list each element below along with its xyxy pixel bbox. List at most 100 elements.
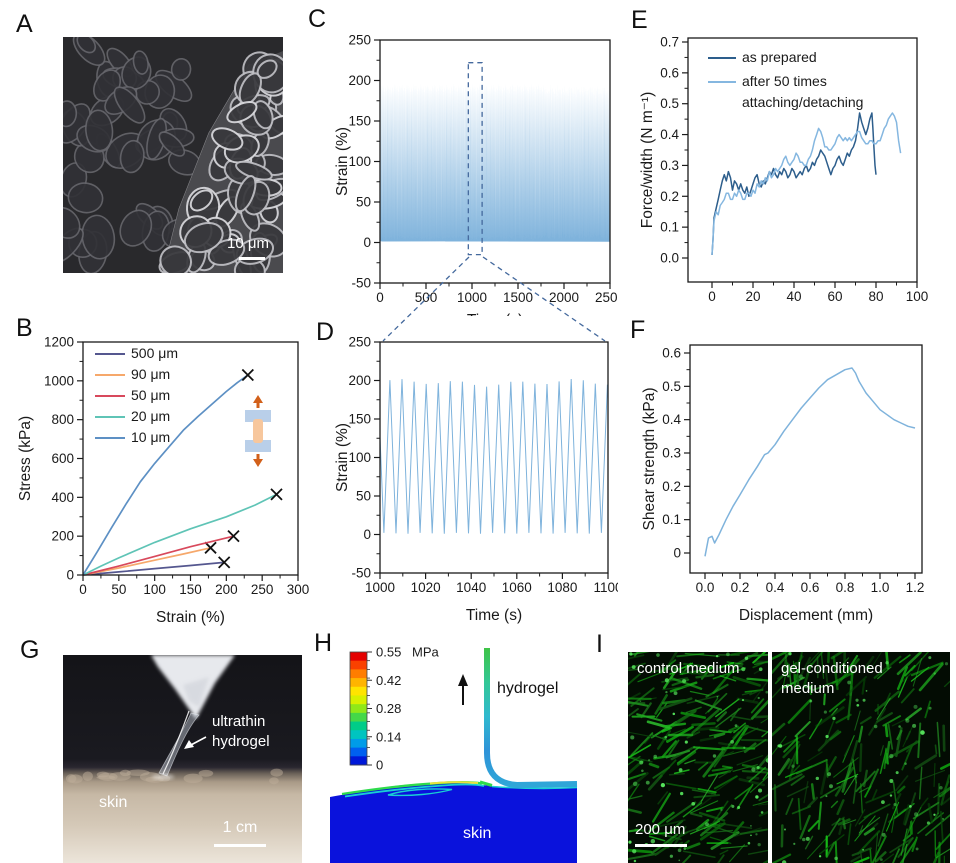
svg-text:150: 150: [348, 412, 371, 427]
svg-text:150: 150: [179, 582, 202, 597]
svg-text:20 μm: 20 μm: [131, 408, 170, 424]
svg-text:Time (s): Time (s): [467, 312, 523, 316]
svg-text:as prepared: as prepared: [742, 49, 817, 65]
svg-text:500: 500: [415, 290, 438, 305]
svg-text:20: 20: [745, 289, 760, 304]
svg-text:attaching/detaching: attaching/detaching: [742, 94, 863, 110]
svg-text:0.0: 0.0: [660, 251, 679, 266]
svg-text:200: 200: [348, 373, 371, 388]
svg-text:0.2: 0.2: [660, 189, 679, 204]
svg-text:0.1: 0.1: [660, 220, 679, 235]
panel-letter-g: G: [20, 636, 40, 664]
fracture-marker: [270, 488, 283, 501]
sem-image: [63, 37, 283, 273]
svg-text:0.55: 0.55: [376, 645, 401, 660]
svg-text:0.8: 0.8: [836, 580, 855, 595]
svg-text:1000: 1000: [365, 580, 395, 595]
photo-scale-bar-label: 1 cm: [222, 819, 258, 836]
panel-letter-c: C: [308, 5, 327, 33]
svg-text:Force/width (N m⁻¹): Force/width (N m⁻¹): [640, 92, 656, 229]
svg-text:Displacement (mm): Displacement (mm): [735, 309, 869, 310]
svg-text:0.6: 0.6: [662, 346, 681, 361]
svg-text:0: 0: [363, 527, 371, 542]
svg-text:0: 0: [673, 546, 681, 561]
svg-text:1500: 1500: [503, 290, 533, 305]
series-line: [82, 493, 277, 576]
series-line: [82, 535, 234, 576]
svg-text:Strain (%): Strain (%): [334, 127, 351, 196]
svg-text:0.4: 0.4: [662, 412, 681, 427]
svg-text:Strain (%): Strain (%): [334, 423, 351, 492]
svg-text:Displacement (mm): Displacement (mm): [739, 607, 873, 624]
svg-text:0: 0: [363, 235, 371, 250]
control-medium-label: control medium: [637, 660, 740, 677]
svg-text:0.42: 0.42: [376, 673, 401, 688]
strain-band: [380, 78, 610, 242]
svg-text:Stress (kPa): Stress (kPa): [17, 416, 34, 501]
svg-text:400: 400: [51, 490, 74, 505]
panel-letter-h: H: [314, 629, 333, 657]
svg-text:100: 100: [143, 582, 166, 597]
svg-text:0.6: 0.6: [801, 580, 820, 595]
svg-text:40: 40: [786, 289, 801, 304]
panel-letter-a: A: [16, 10, 33, 38]
svg-text:0.5: 0.5: [660, 96, 679, 111]
skin-label-photo: skin: [99, 794, 128, 811]
colorbar: 0.55 0.42 0.28 0.14 0 MPa: [349, 645, 440, 773]
chart-f-shear-strength: 0.0 0.2 0.4 0.6 0.8 1.0 1.2 0 0.1 0.2 0.3 0.4 0.5 0.6…: [641, 344, 925, 624]
photo-scale-bar: [214, 844, 266, 847]
svg-text:0.7: 0.7: [660, 35, 679, 50]
svg-text:0: 0: [79, 582, 87, 597]
skin-body: [330, 782, 577, 863]
hydrogel-label: hydrogel: [497, 680, 559, 697]
hydrogel-strip: [484, 648, 578, 789]
svg-text:1100: 1100: [593, 580, 618, 595]
legend: as prepared after 50 times attaching/detac…: [708, 49, 863, 110]
svg-text:50: 50: [356, 195, 371, 210]
svg-text:0.2: 0.2: [731, 580, 750, 595]
series-line: [711, 112, 902, 255]
svg-text:1040: 1040: [456, 580, 486, 595]
svg-text:0.4: 0.4: [660, 127, 679, 142]
svg-text:60: 60: [827, 289, 842, 304]
svg-text:50: 50: [356, 489, 371, 504]
fracture-marker: [241, 368, 254, 382]
series-line: [82, 374, 249, 576]
panel-letter-i: I: [596, 630, 603, 658]
svg-text:0.28: 0.28: [376, 701, 401, 716]
svg-text:1020: 1020: [411, 580, 441, 595]
svg-text:90 μm: 90 μm: [131, 366, 170, 382]
svg-text:600: 600: [51, 451, 74, 466]
svg-text:1.2: 1.2: [906, 580, 925, 595]
fluorescence-scale-bar-label: 200 μm: [635, 821, 686, 838]
svg-text:-50: -50: [351, 276, 371, 291]
svg-text:80: 80: [868, 289, 883, 304]
sem-scale-bar-label: 10 μm: [227, 235, 269, 252]
svg-text:2500: 2500: [595, 290, 618, 305]
axes: 0 20 40 60 80 100 0.0 0.1 0.2 0.3 0.4 0.5 0.6 0.7 Disp…: [640, 35, 928, 311]
strain-wave: [379, 378, 609, 534]
svg-text:MPa: MPa: [412, 645, 440, 660]
svg-text:250: 250: [348, 335, 371, 350]
svg-text:300: 300: [287, 582, 310, 597]
skin-label-fem: skin: [463, 825, 492, 842]
film-label: ultrathin hydrogel: [212, 713, 270, 750]
svg-text:1.0: 1.0: [871, 580, 890, 595]
svg-text:200: 200: [348, 73, 371, 88]
gel-conditioned-label: gel-conditioned medium: [781, 660, 883, 697]
fem-simulation: 0.55 0.42 0.28 0.14 0 MPa: [330, 645, 578, 863]
tensile-specimen-inset: [245, 395, 271, 467]
legend: 500 μm 90 μm 50 μm 20 μm 10 μm: [95, 345, 178, 445]
fracture-marker: [218, 556, 231, 569]
series-line: [704, 367, 916, 557]
svg-text:50: 50: [111, 582, 126, 597]
fracture-marker: [204, 541, 217, 554]
axes: 1000 1020 1040 1060 1080 1100 -50 0 50 100 150 200 2…: [334, 335, 618, 625]
svg-text:100: 100: [906, 289, 929, 304]
svg-text:after 50 times: after 50 times: [742, 73, 827, 89]
series-line: [82, 546, 211, 576]
chart-e-peel-force: 0 20 40 60 80 100 0.0 0.1 0.2 0.3 0.4 0.5 0.6 0.7 Disp…: [640, 35, 928, 311]
svg-text:0: 0: [376, 758, 383, 773]
svg-text:1000: 1000: [44, 373, 74, 388]
